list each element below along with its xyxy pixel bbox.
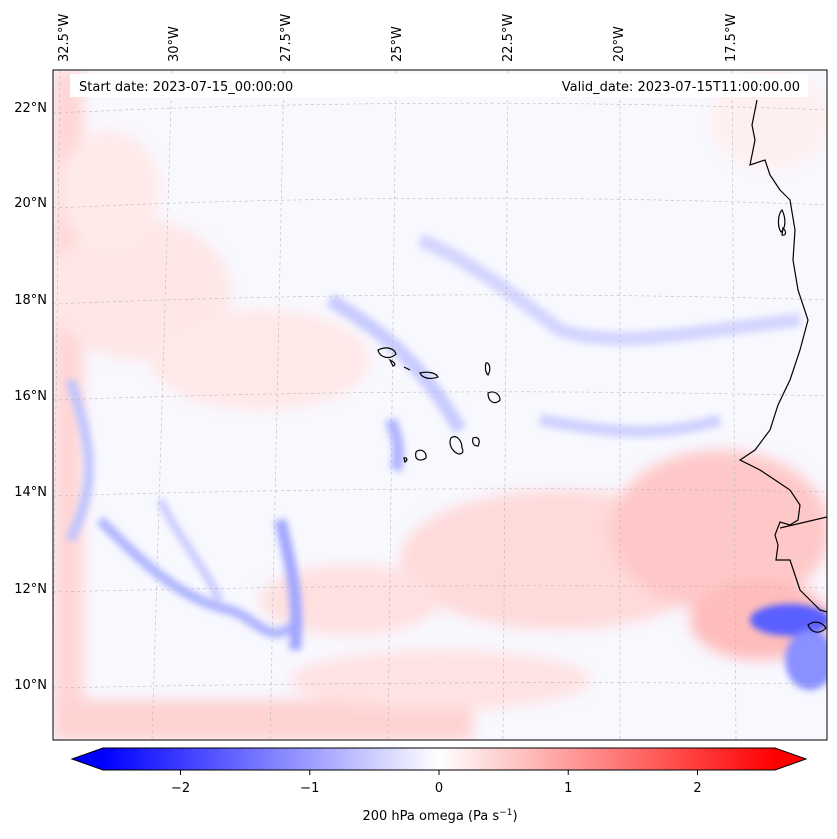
coastlines <box>377 99 827 633</box>
lat-label: 10°N <box>14 678 47 693</box>
santo-antao <box>377 347 397 359</box>
colorbar: −2 −1 0 1 2 200 hPa omega (Pa s−1) <box>70 747 808 824</box>
lon-label: 32.5°W <box>57 14 72 62</box>
lat-label: 14°N <box>14 485 47 500</box>
omega-field <box>53 70 827 740</box>
lon-label: 25°W <box>390 26 405 62</box>
lat-label: 18°N <box>14 293 47 308</box>
graticule <box>53 70 827 740</box>
gambia-estuary <box>779 516 827 529</box>
latitude-labels: 22°N 20°N 18°N 16°N 14°N 12°N 10°N <box>14 101 47 693</box>
colorbar-max-arrow <box>775 748 806 770</box>
lon-label: 22.5°W <box>501 14 516 62</box>
colorbar-tick-label: −2 <box>171 781 190 796</box>
valid-date-label: Valid_date: 2023-07-15T11:00:00.00 <box>562 80 800 95</box>
lat-label: 22°N <box>14 101 47 116</box>
lon-label: 30°W <box>167 26 182 62</box>
lat-label: 16°N <box>14 389 47 404</box>
colorbar-body <box>103 748 775 770</box>
start-date-label: Start date: 2023-07-15_00:00:00 <box>79 80 293 95</box>
boa-vista <box>487 391 501 404</box>
africa-coast <box>738 99 827 613</box>
colorbar-ticks: −2 −1 0 1 2 <box>171 770 702 796</box>
lon-label: 27.5°W <box>279 14 294 62</box>
colorbar-tick-label: 2 <box>693 781 701 796</box>
lon-label: 17.5°W <box>724 14 739 62</box>
header-box <box>70 74 808 97</box>
longitude-labels: 32.5°W 30°W 27.5°W 25°W 22.5°W 20°W 17.5… <box>57 14 739 62</box>
strong-ascent-area <box>750 604 827 690</box>
lat-label: 20°N <box>14 196 47 211</box>
colorbar-outline <box>70 747 808 771</box>
colorbar-min-arrow <box>72 748 103 770</box>
colorbar-tick-label: 1 <box>564 781 572 796</box>
lon-label: 20°W <box>612 26 627 62</box>
lat-label: 12°N <box>14 582 47 597</box>
colorbar-tick-label: 0 <box>435 781 443 796</box>
negative-omega-areas <box>65 233 801 651</box>
map-frame <box>52 69 828 741</box>
santiago <box>449 436 464 455</box>
colorbar-tick-label: −1 <box>300 781 319 796</box>
colorbar-label: 200 hPa omega (Pa s−1) <box>362 808 517 824</box>
